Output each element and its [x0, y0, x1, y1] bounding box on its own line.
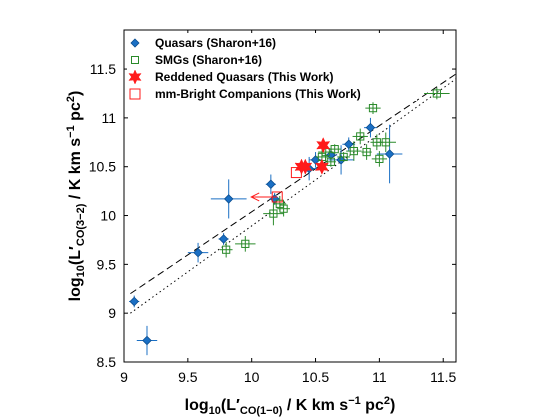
x-tick-label: 9.5 — [178, 369, 198, 385]
data-point-diamond — [343, 139, 354, 150]
data-point-open-square — [330, 145, 339, 154]
data-point-open-square — [222, 245, 231, 254]
data-point-open-square — [326, 157, 335, 166]
data-point-open-square — [432, 89, 441, 98]
data-point-open-square — [269, 209, 278, 218]
y-axis-title: log10(L′CO(3−2) / K km s−1 pc2) — [65, 91, 87, 302]
legend-marker-open-square — [131, 56, 139, 64]
data-point-star — [316, 137, 331, 154]
data-point-open-square — [362, 147, 371, 157]
legend-label: mm-Bright Companions (This Work) — [155, 87, 361, 101]
data-point-open-square — [349, 146, 358, 156]
legend-marker-open-square — [129, 88, 141, 100]
data-point-diamond — [218, 234, 229, 244]
legend: Quasars (Sharon+16) SMGs (Sharon+16) Redde… — [127, 33, 417, 101]
y-tick-label: 9 — [108, 305, 116, 321]
data-point-open-square — [290, 167, 302, 179]
y-tick-label: 10 — [100, 208, 116, 224]
data-point-diamond — [266, 179, 276, 190]
data-markers — [129, 87, 450, 356]
data-point-diamond — [384, 149, 395, 159]
data-point-diamond — [142, 335, 152, 346]
data-point-star — [298, 158, 313, 175]
legend-box — [127, 33, 417, 101]
data-point-open-square — [381, 138, 390, 147]
y-tick-label: 9.5 — [97, 256, 117, 272]
legend-marker-diamond — [130, 38, 140, 48]
dotted-reference-line — [130, 78, 456, 314]
data-point-diamond — [365, 122, 376, 133]
x-axis-title: log10(L′CO(1−0) / K km s−1 pc2) — [185, 395, 396, 417]
y-tick-label: 8.5 — [97, 354, 117, 370]
data-point-diamond — [193, 247, 203, 258]
x-tick-label: 11.5 — [430, 369, 456, 385]
data-point-star — [314, 158, 329, 175]
y-axis-ticks: 8.5 9 9.5 10 10.5 11 11.5 — [89, 61, 456, 370]
legend-label: SMGs (Sharon+16) — [155, 53, 262, 67]
data-point-open-square — [375, 154, 384, 163]
x-tick-label: 9 — [120, 369, 128, 385]
data-point-open-square — [339, 152, 348, 162]
data-point-open-square — [241, 239, 250, 248]
y-tick-label: 11 — [101, 110, 116, 126]
upper-limit-arrow-head — [250, 192, 260, 202]
data-point-open-square — [368, 104, 378, 113]
data-point-diamond — [129, 296, 139, 307]
data-point-diamond — [223, 194, 234, 204]
data-point-open-square — [356, 132, 365, 141]
x-tick-label: 10.5 — [302, 369, 329, 385]
y-tick-label: 11.5 — [90, 61, 116, 77]
legend-label: Quasars (Sharon+16) — [155, 36, 276, 50]
data-point-open-square — [271, 191, 283, 203]
legend-marker-star — [128, 69, 142, 85]
x-tick-label: 10 — [244, 369, 260, 385]
y-tick-label: 10.5 — [89, 159, 116, 175]
reference-lines — [130, 73, 456, 314]
x-tick-label: 11 — [372, 369, 387, 385]
data-point-open-square — [275, 199, 284, 208]
legend-label: Reddened Quasars (This Work) — [155, 70, 333, 84]
